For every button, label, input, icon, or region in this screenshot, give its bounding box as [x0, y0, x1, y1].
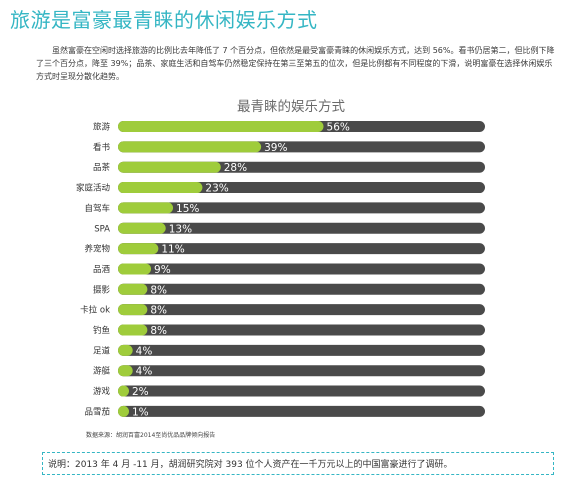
- bar-track: [118, 324, 485, 336]
- value-label: 8%: [150, 305, 167, 317]
- bar: [118, 365, 133, 377]
- intro-paragraph: 虽然富豪在空闲时选择旅游的比例比去年降低了 7 个百分点，但依然是最受富豪青睐的…: [36, 46, 555, 81]
- category-label: 游艇: [93, 366, 111, 377]
- page-title: 旅游是富豪最青睐的休闲娱乐方式: [10, 8, 318, 32]
- bar-track: [118, 283, 485, 295]
- bar: [118, 182, 203, 194]
- value-label: 4%: [136, 345, 153, 357]
- category-label: 家庭活动: [76, 183, 111, 194]
- bar: [118, 263, 152, 275]
- value-label: 28%: [224, 162, 247, 174]
- bar-track: [118, 222, 485, 234]
- value-label: 4%: [136, 366, 153, 378]
- bar-track: [118, 385, 485, 397]
- note-text: 说明：2013 年 4 月 -11 月，胡润研究院对 393 位个人资产在一千万…: [48, 460, 453, 470]
- category-label: 旅游: [93, 122, 111, 133]
- category-label: 品茶: [93, 162, 111, 173]
- bar: [118, 202, 174, 214]
- value-label: 23%: [205, 183, 228, 195]
- value-label: 15%: [176, 203, 199, 215]
- bar-track: [118, 304, 485, 316]
- value-label: 56%: [327, 122, 350, 134]
- bar-track: [118, 365, 485, 377]
- value-label: 1%: [132, 406, 149, 418]
- value-label: 39%: [264, 142, 287, 154]
- category-label: 足道: [93, 345, 111, 356]
- category-label: 钓鱼: [93, 325, 110, 336]
- bar: [118, 283, 148, 295]
- bar: [118, 141, 262, 153]
- bar: [118, 385, 129, 397]
- bar: [118, 344, 133, 356]
- category-label: 品雪茄: [84, 406, 110, 417]
- value-label: 9%: [154, 264, 171, 276]
- data-source: 数据来源：胡润百富2014至尚优品品牌倾向报告: [86, 432, 216, 439]
- category-label: 卡拉 ok: [80, 305, 110, 316]
- category-label: 游戏: [93, 386, 111, 397]
- bar-track: [118, 405, 485, 417]
- chart-title: 最青睐的娱乐方式: [237, 99, 345, 115]
- bar: [118, 121, 324, 132]
- category-label: 自驾车: [84, 203, 110, 214]
- value-label: 2%: [132, 386, 149, 398]
- note-box: 说明：2013 年 4 月 -11 月，胡润研究院对 393 位个人资产在一千万…: [42, 452, 554, 475]
- category-label: 养宠物: [84, 244, 110, 255]
- value-label: 8%: [150, 325, 167, 337]
- category-label: 品酒: [93, 265, 111, 275]
- category-label: 看书: [93, 142, 111, 153]
- bar: [118, 243, 159, 255]
- value-label: 8%: [150, 284, 167, 296]
- bar: [118, 304, 148, 316]
- bar-track: [118, 182, 485, 194]
- bar: [118, 324, 148, 336]
- bar-track: [118, 263, 485, 275]
- bar: [118, 222, 166, 234]
- category-label: 摄影: [93, 284, 111, 295]
- bar-track: [118, 243, 485, 255]
- category-label: SPA: [94, 224, 110, 234]
- bar: [118, 161, 221, 173]
- bar: [118, 405, 129, 417]
- value-label: 13%: [169, 223, 192, 235]
- value-label: 11%: [161, 244, 184, 256]
- bar-track: [118, 344, 485, 356]
- bar-track: [118, 202, 485, 214]
